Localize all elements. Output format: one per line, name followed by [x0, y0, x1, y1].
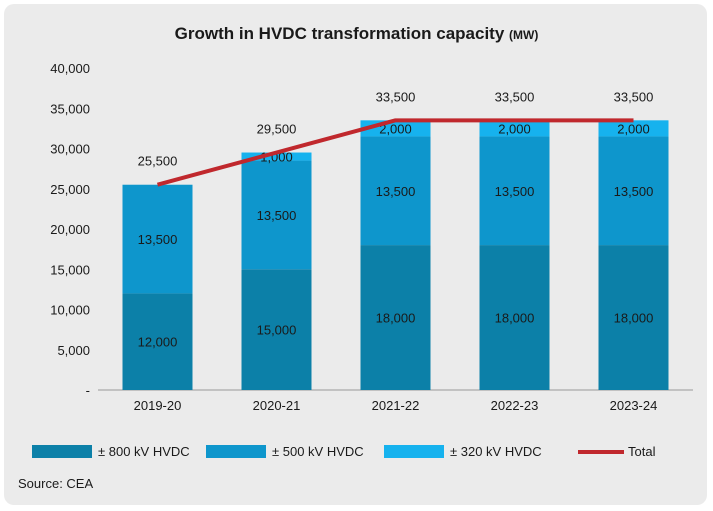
y-tick-label: 10,000: [50, 303, 90, 318]
bar-data-label: 12,000: [138, 335, 178, 350]
total-line: [156, 118, 634, 187]
chart-title-main: Growth in HVDC transformation capacity: [174, 24, 505, 43]
bar-data-label: 2,000: [498, 121, 531, 136]
chart-title-unit: (MW): [509, 28, 539, 42]
legend-swatch-320kv: [384, 445, 444, 458]
bar-segment-2: [479, 136, 550, 246]
bar-segment-1: [479, 245, 550, 390]
bar-segment-3: [241, 152, 312, 161]
bar-data-label: 15,000: [257, 323, 297, 338]
bar-segment-3: [479, 120, 550, 137]
x-tick-label: 2021-22: [372, 398, 420, 413]
bar-segment-2: [241, 160, 312, 270]
legend-item-320kv: ± 320 kV HVDC: [384, 444, 542, 459]
total-data-label: 33,500: [376, 89, 416, 104]
bar-data-label: 13,500: [257, 208, 297, 223]
legend-label-total: Total: [628, 444, 656, 459]
legend-item-total: Total: [578, 444, 655, 459]
x-tick-label: 2019-20: [134, 398, 182, 413]
source-note: Source: CEA: [18, 476, 94, 491]
total-data-label: 33,500: [495, 89, 535, 104]
y-tick-label: -: [86, 383, 90, 398]
x-tick-label: 2020-21: [253, 398, 301, 413]
y-tick-label: 20,000: [50, 222, 90, 237]
chart-title: Growth in HVDC transformation capacity (…: [0, 24, 713, 44]
bar-segment-1: [122, 293, 193, 390]
chart-frame: [4, 4, 707, 505]
total-data-label: 33,500: [614, 89, 654, 104]
x-tick-label: 2022-23: [491, 398, 539, 413]
bar-data-label: 2,000: [379, 121, 412, 136]
y-tick-label: 40,000: [50, 61, 90, 76]
legend-swatch-500kv: [206, 445, 266, 458]
y-tick-label: 25,000: [50, 182, 90, 197]
bar-segment-3: [598, 120, 669, 137]
bar-segment-1: [241, 269, 312, 390]
bar-data-label: 13,500: [138, 232, 178, 247]
y-tick-label: 35,000: [50, 101, 90, 116]
bar-segment-1: [360, 245, 431, 390]
x-tick-label: 2023-24: [610, 398, 658, 413]
bar-data-label: 18,000: [376, 311, 416, 326]
bar-data-label: 2,000: [617, 121, 650, 136]
legend-item-500kv: ± 500 kV HVDC: [206, 444, 364, 459]
total-data-label: 25,500: [138, 154, 178, 169]
bar-data-label: 18,000: [614, 311, 654, 326]
bar-data-label: 18,000: [495, 311, 535, 326]
legend-swatch-total: [578, 449, 624, 454]
legend-label-800kv: ± 800 kV HVDC: [98, 444, 190, 459]
legend-label-500kv: ± 500 kV HVDC: [272, 444, 364, 459]
legend: ± 800 kV HVDC ± 500 kV HVDC ± 320 kV HVD…: [32, 444, 712, 464]
y-tick-label: 30,000: [50, 142, 90, 157]
bar-segment-2: [598, 136, 669, 246]
total-data-label: 29,500: [257, 122, 297, 137]
legend-item-800kv: ± 800 kV HVDC: [32, 444, 190, 459]
y-tick-label: 15,000: [50, 262, 90, 277]
bar-segment-2: [360, 136, 431, 246]
bar-data-label: 13,500: [376, 184, 416, 199]
y-tick-label: 5,000: [57, 343, 90, 358]
bar-segment-2: [122, 184, 193, 294]
bar-data-label: 13,500: [614, 184, 654, 199]
legend-swatch-800kv: [32, 445, 92, 458]
bar-data-label: 13,500: [495, 184, 535, 199]
legend-label-320kv: ± 320 kV HVDC: [450, 444, 542, 459]
bar-segment-1: [598, 245, 669, 390]
